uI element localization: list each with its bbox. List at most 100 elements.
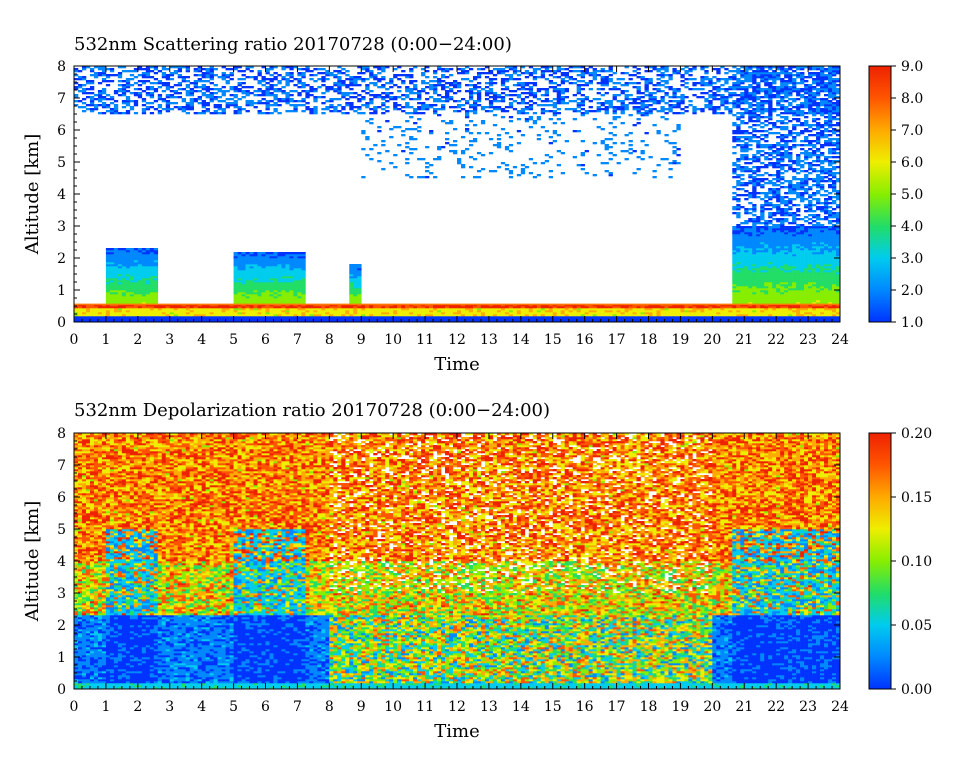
heatmap-cell: [748, 168, 752, 170]
heatmap-cell: [353, 314, 357, 316]
heatmap-cell: [266, 272, 270, 274]
heatmap-cell: [736, 94, 740, 96]
heatmap-cell: [341, 316, 345, 318]
heatmap-cell: [553, 86, 557, 88]
heatmap-cell: [481, 308, 485, 310]
heatmap-cell: [349, 282, 353, 284]
heatmap-cell: [601, 310, 605, 312]
heatmap-cell: [182, 316, 186, 318]
heatmap-cell: [637, 156, 641, 158]
heatmap-cell: [126, 70, 130, 72]
heatmap-cell: [645, 82, 649, 84]
heatmap-cell: [521, 308, 525, 310]
heatmap-cell: [313, 98, 317, 100]
heatmap-cell: [740, 96, 744, 98]
heatmap-cell: [752, 280, 756, 282]
heatmap-cell: [664, 86, 668, 88]
heatmap-cell: [297, 82, 301, 84]
heatmap-cell: [489, 138, 493, 140]
heatmap-cell: [254, 290, 258, 292]
heatmap-cell: [262, 262, 266, 264]
heatmap-cell: [250, 264, 254, 266]
heatmap-cell: [321, 312, 325, 314]
heatmap-cell: [170, 74, 174, 76]
heatmap-cell: [732, 76, 736, 78]
heatmap-cell: [122, 276, 126, 278]
heatmap-cell: [501, 68, 505, 70]
heatmap-cell: [573, 130, 577, 132]
heatmap-cell: [417, 98, 421, 100]
heatmap-cell: [668, 312, 672, 314]
heatmap-cell: [273, 102, 277, 104]
heatmap-cell: [489, 110, 493, 112]
heatmap-cell: [417, 318, 421, 320]
heatmap-cell: [740, 278, 744, 280]
heatmap-cell: [353, 292, 357, 294]
heatmap-cell: [720, 88, 724, 90]
heatmap-cell: [273, 314, 277, 316]
heatmap-cell: [321, 308, 325, 310]
heatmap-cell: [712, 96, 716, 98]
heatmap-cell: [752, 314, 756, 316]
heatmap-cell: [545, 94, 549, 96]
heatmap-cell: [190, 92, 194, 94]
heatmap-cell: [134, 276, 138, 278]
heatmap-cell: [98, 92, 102, 94]
heatmap-cell: [744, 94, 748, 96]
heatmap-cell: [509, 312, 513, 314]
heatmap-cell: [433, 158, 437, 160]
heatmap-cell: [333, 82, 337, 84]
heatmap-cell: [565, 88, 569, 90]
heatmap-cell: [293, 256, 297, 258]
heatmap-cell: [82, 318, 86, 320]
heatmap-cell: [740, 252, 744, 254]
heatmap-cell: [341, 108, 345, 110]
heatmap-cell: [521, 306, 525, 308]
heatmap-cell: [477, 306, 481, 308]
heatmap-cell: [601, 306, 605, 308]
heatmap-cell: [664, 80, 668, 82]
heatmap-cell: [118, 310, 122, 312]
heatmap-cell: [660, 316, 664, 318]
heatmap-cell: [329, 74, 333, 76]
heatmap-cell: [417, 96, 421, 98]
heatmap-cell: [744, 220, 748, 222]
heatmap-cell: [557, 84, 561, 86]
heatmap-cell: [405, 312, 409, 314]
heatmap-cell: [740, 88, 744, 90]
heatmap-cell: [222, 110, 226, 112]
heatmap-cell: [621, 312, 625, 314]
heatmap-cell: [266, 90, 270, 92]
heatmap-cell: [601, 76, 605, 78]
heatmap-cell: [190, 94, 194, 96]
heatmap-cell: [652, 88, 656, 90]
heatmap-cell: [269, 78, 273, 80]
heatmap-cell: [409, 148, 413, 150]
heatmap-cell: [325, 90, 329, 92]
heatmap-cell: [349, 264, 353, 266]
heatmap-cell: [736, 216, 740, 218]
heatmap-cell: [333, 310, 337, 312]
heatmap-cell: [345, 78, 349, 80]
heatmap-cell: [752, 306, 756, 308]
heatmap-cell: [660, 90, 664, 92]
heatmap-cell: [365, 120, 369, 122]
heatmap-cell: [732, 106, 736, 108]
heatmap-cell: [716, 108, 720, 110]
heatmap-cell: [146, 316, 150, 318]
heatmap-cell: [254, 106, 258, 108]
heatmap-cell: [281, 278, 285, 280]
heatmap-cell: [409, 70, 413, 72]
heatmap-cell: [281, 296, 285, 298]
heatmap-cell: [325, 74, 329, 76]
heatmap-cell: [417, 308, 421, 310]
heatmap-cell: [333, 90, 337, 92]
heatmap-cell: [748, 86, 752, 88]
heatmap-cell: [118, 256, 122, 258]
heatmap-cell: [437, 308, 441, 310]
heatmap-cell: [393, 312, 397, 314]
heatmap-cell: [345, 316, 349, 318]
heatmap-cell: [162, 310, 166, 312]
heatmap-cell: [625, 158, 629, 160]
heatmap-cell: [449, 84, 453, 86]
